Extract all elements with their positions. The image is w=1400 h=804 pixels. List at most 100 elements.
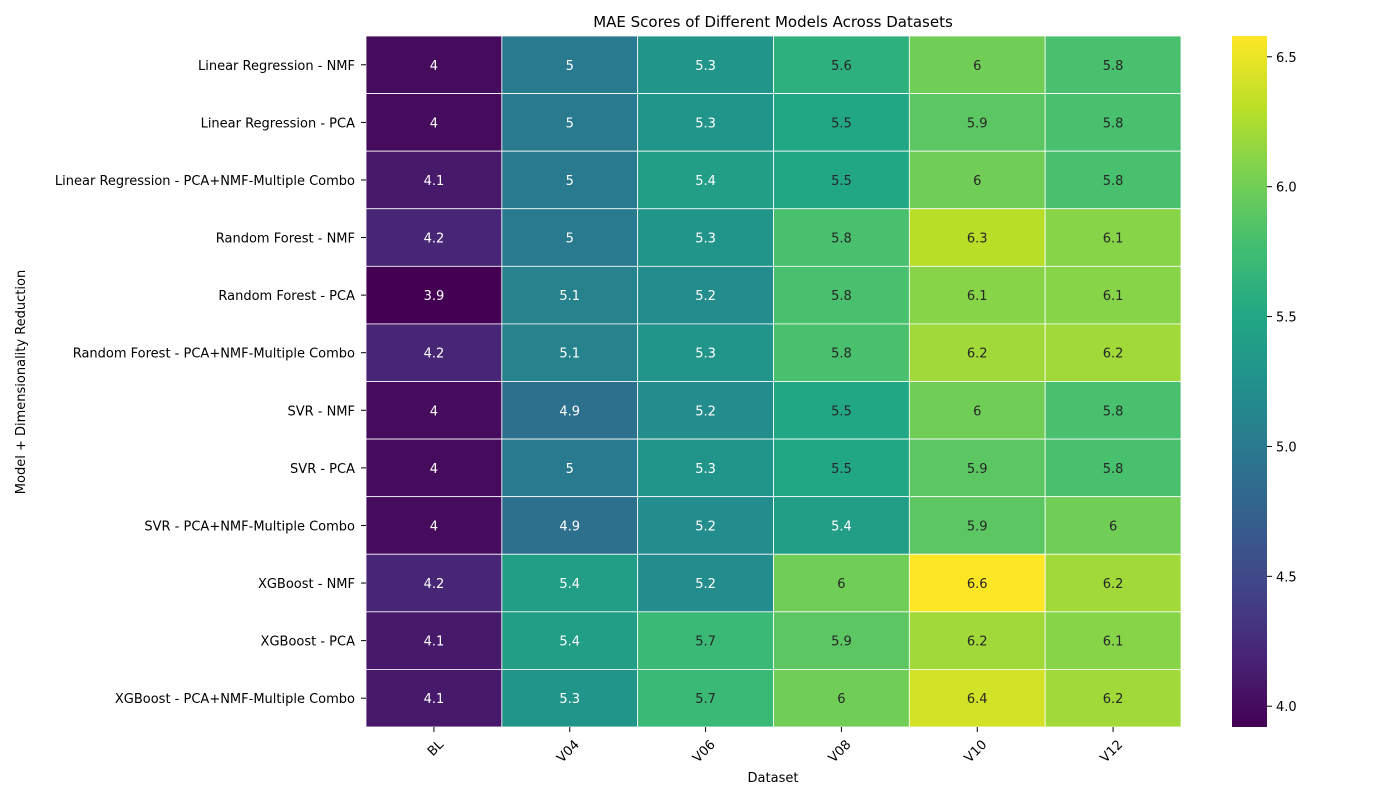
heatmap-cell <box>1044 150 1182 210</box>
heatmap-cell <box>501 35 639 94</box>
colorbar-tick-label: 5.0 <box>1276 440 1297 455</box>
cell-value-label: 5.1 <box>559 347 580 362</box>
heatmap-cell <box>365 265 503 325</box>
y-axis-ticks: Linear Regression - NMF Linear Regression… <box>55 59 366 707</box>
y-axis-label: Model + Dimensionality Reduction <box>14 270 29 494</box>
heatmap-cell <box>501 611 639 670</box>
heatmap-cell <box>365 150 503 210</box>
heatmap-cell <box>365 35 503 94</box>
colorbar-tick-label: 4.5 <box>1276 570 1297 585</box>
cell-value-label: 5.6 <box>831 59 852 74</box>
cell-value-label: 5 <box>566 232 574 247</box>
cell-value-label: 5.8 <box>831 289 852 304</box>
cell-value-label: 4.9 <box>559 404 580 419</box>
cell-value-label: 5.3 <box>695 462 716 477</box>
cell-value-label: 5.3 <box>695 116 716 131</box>
cell-value-label: 5.9 <box>831 635 852 650</box>
heatmap-cell <box>908 35 1046 94</box>
cell-value-label: 4 <box>430 462 438 477</box>
heatmap-cell <box>1044 35 1182 94</box>
colorbar-tick-label: 4.0 <box>1276 700 1297 715</box>
cell-value-label: 4.2 <box>424 232 445 247</box>
y-tick-label: SVR - NMF <box>287 404 355 419</box>
heatmap-cell <box>501 496 639 555</box>
cell-value-label: 6 <box>973 174 981 189</box>
y-tick-label: XGBoost - PCA <box>261 635 356 650</box>
cell-value-label: 6.1 <box>1103 289 1124 304</box>
cell-value-label: 5.4 <box>695 174 716 189</box>
cell-annotations: 4 5 5.3 5.6 6 5.8 4 5 5.3 5.5 5.9 5.8 4.1 5 5.4 5.5 6 5.8… <box>424 59 1124 707</box>
heatmap-cell <box>773 208 910 267</box>
x-tick-label: V04 <box>554 737 583 766</box>
x-tick-label: V06 <box>690 737 719 766</box>
heatmap-cell <box>1044 381 1182 440</box>
heatmap-cell <box>637 496 774 555</box>
cell-value-label: 5 <box>566 462 574 477</box>
heatmap-cell <box>908 438 1046 498</box>
cell-value-label: 5.9 <box>967 519 988 534</box>
heatmap-cell <box>1044 93 1182 152</box>
heatmap-cell <box>365 438 503 498</box>
heatmap-cell <box>1044 323 1182 382</box>
cell-value-label: 5.2 <box>695 404 716 419</box>
cell-value-label: 5.9 <box>967 462 988 477</box>
cell-value-label: 5.4 <box>559 577 580 592</box>
heatmap-cell <box>773 93 910 152</box>
x-tick-label: BL <box>425 737 448 760</box>
heatmap-cell <box>773 150 910 210</box>
cell-value-label: 6 <box>973 404 981 419</box>
cell-value-label: 6.1 <box>1103 232 1124 247</box>
heatmap-cell <box>773 611 910 670</box>
colorbar-tick-label: 6.0 <box>1276 181 1297 196</box>
cell-value-label: 5.2 <box>695 289 716 304</box>
cell-value-label: 5.4 <box>559 635 580 650</box>
cell-value-label: 6.1 <box>967 289 988 304</box>
cell-value-label: 5.8 <box>1103 462 1124 477</box>
cell-value-label: 5.3 <box>695 59 716 74</box>
y-tick-label: SVR - PCA+NMF-Multiple Combo <box>144 519 355 534</box>
heatmap-cell <box>1044 669 1182 728</box>
heatmap-cell <box>365 381 503 440</box>
y-tick-label: XGBoost - PCA+NMF-Multiple Combo <box>115 692 355 707</box>
heatmap-cell <box>1044 496 1182 555</box>
x-tick-label: V08 <box>826 737 855 766</box>
heatmap-cell <box>1044 265 1182 325</box>
cell-value-label: 6 <box>837 577 845 592</box>
cell-value-label: 5.3 <box>695 347 716 362</box>
heatmap-cell <box>637 438 774 498</box>
heatmap-cell <box>773 35 910 94</box>
heatmap-cell <box>637 208 774 267</box>
cell-value-label: 3.9 <box>424 289 445 304</box>
heatmap-cell <box>365 669 503 728</box>
cell-value-label: 4.1 <box>424 692 445 707</box>
cell-value-label: 5.2 <box>695 519 716 534</box>
heatmap-cell <box>501 381 639 440</box>
cell-value-label: 6.2 <box>1103 577 1124 592</box>
heatmap-cell <box>365 496 503 555</box>
cell-value-label: 6.2 <box>1103 347 1124 362</box>
heatmap-cell <box>501 208 639 267</box>
y-tick-label: Random Forest - PCA <box>218 289 355 304</box>
cell-value-label: 6 <box>973 59 981 74</box>
y-tick-label: Linear Regression - PCA <box>201 116 356 131</box>
cell-value-label: 4 <box>430 519 438 534</box>
y-tick-label: Random Forest - NMF <box>216 232 355 247</box>
heatmap-cell <box>365 553 503 613</box>
cell-value-label: 5.3 <box>695 232 716 247</box>
cell-value-label: 4.2 <box>424 577 445 592</box>
cell-value-label: 5.5 <box>831 462 852 477</box>
cell-value-label: 5.8 <box>831 232 852 247</box>
cell-value-label: 5.8 <box>1103 174 1124 189</box>
cell-value-label: 4.9 <box>559 519 580 534</box>
cell-value-label: 6.6 <box>967 577 988 592</box>
y-tick-label: XGBoost - NMF <box>258 577 355 592</box>
cell-value-label: 5.7 <box>695 635 716 650</box>
heatmap-cell <box>773 669 910 728</box>
heatmap-cells <box>365 35 1182 728</box>
heatmap-cell <box>773 381 910 440</box>
heatmap-cell <box>637 265 774 325</box>
cell-value-label: 4 <box>430 116 438 131</box>
x-tick-label: V12 <box>1098 737 1127 766</box>
